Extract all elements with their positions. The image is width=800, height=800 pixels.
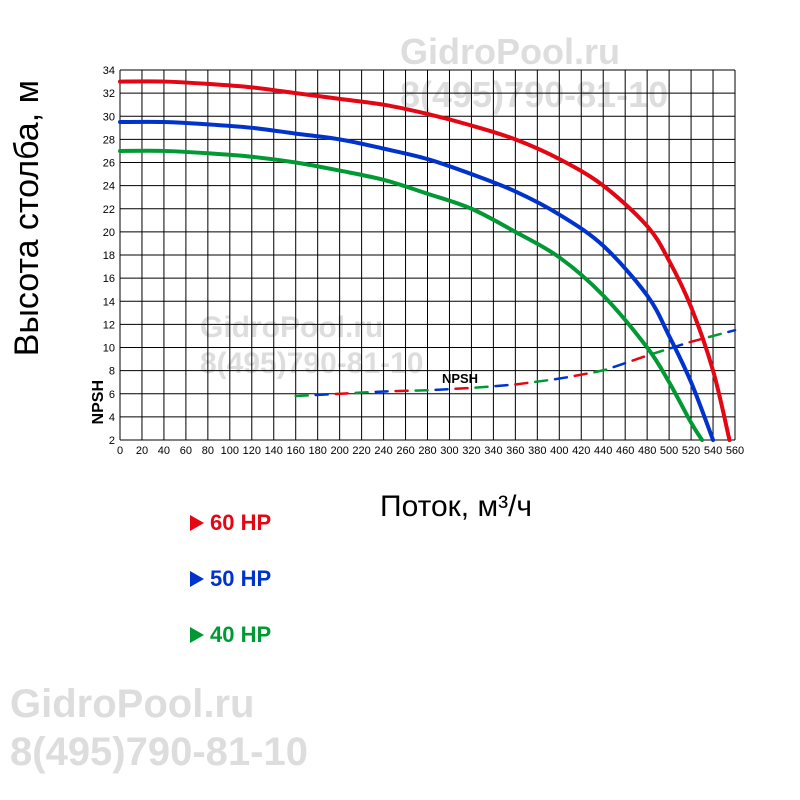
svg-text:20: 20	[103, 227, 115, 239]
svg-text:40: 40	[158, 445, 170, 457]
y-axis-label: Высота столба, м	[8, 80, 47, 356]
svg-text:440: 440	[594, 445, 612, 457]
svg-text:16: 16	[103, 273, 115, 285]
legend-label: 40 HP	[210, 622, 271, 648]
svg-text:460: 460	[616, 445, 634, 457]
svg-text:34: 34	[103, 65, 115, 77]
svg-text:10: 10	[103, 343, 115, 355]
legend-item: 50 HP	[190, 566, 271, 592]
svg-text:360: 360	[506, 445, 524, 457]
svg-text:180: 180	[308, 445, 326, 457]
svg-text:32: 32	[103, 88, 115, 100]
legend-item: 40 HP	[190, 622, 271, 648]
svg-text:14: 14	[103, 296, 115, 308]
svg-text:200: 200	[330, 445, 348, 457]
legend-label: 60 HP	[210, 510, 271, 536]
triangle-icon	[190, 571, 204, 587]
svg-text:2: 2	[109, 435, 115, 447]
svg-text:20: 20	[136, 445, 148, 457]
svg-text:160: 160	[287, 445, 305, 457]
svg-text:500: 500	[660, 445, 678, 457]
svg-text:540: 540	[704, 445, 722, 457]
triangle-icon	[190, 515, 204, 531]
watermark: GidroPool.ru8(495)790-81-10	[10, 680, 308, 776]
curve-50 HP	[120, 122, 713, 440]
svg-text:220: 220	[352, 445, 370, 457]
svg-text:380: 380	[528, 445, 546, 457]
svg-text:12: 12	[103, 319, 115, 331]
curve-60 HP	[120, 81, 730, 440]
svg-text:18: 18	[103, 250, 115, 262]
triangle-icon	[190, 627, 204, 643]
svg-text:120: 120	[243, 445, 261, 457]
legend-label: 50 HP	[210, 566, 271, 592]
svg-text:280: 280	[418, 445, 436, 457]
svg-text:260: 260	[396, 445, 414, 457]
legend: 60 HP 50 HP 40 HP	[190, 510, 271, 678]
svg-text:300: 300	[440, 445, 458, 457]
npsh-inline-label: NPSH	[442, 371, 478, 386]
legend-item: 60 HP	[190, 510, 271, 536]
svg-text:6: 6	[109, 389, 115, 401]
svg-text:400: 400	[550, 445, 568, 457]
x-axis-label: Поток, м³/ч	[380, 490, 532, 524]
svg-text:24: 24	[103, 181, 115, 193]
svg-text:60: 60	[180, 445, 192, 457]
svg-text:240: 240	[374, 445, 392, 457]
svg-text:0: 0	[117, 445, 123, 457]
svg-text:22: 22	[103, 204, 115, 216]
svg-text:340: 340	[484, 445, 502, 457]
svg-text:8: 8	[109, 366, 115, 378]
svg-text:30: 30	[103, 111, 115, 123]
svg-text:520: 520	[682, 445, 700, 457]
svg-text:420: 420	[572, 445, 590, 457]
svg-text:140: 140	[265, 445, 283, 457]
svg-text:560: 560	[726, 445, 744, 457]
svg-text:100: 100	[221, 445, 239, 457]
svg-text:26: 26	[103, 158, 115, 170]
svg-text:28: 28	[103, 134, 115, 146]
pump-curve-chart: 0204060801001201401601802002202402602803…	[90, 40, 765, 470]
svg-text:480: 480	[638, 445, 656, 457]
svg-text:80: 80	[202, 445, 214, 457]
svg-text:320: 320	[462, 445, 480, 457]
svg-text:4: 4	[109, 412, 115, 424]
